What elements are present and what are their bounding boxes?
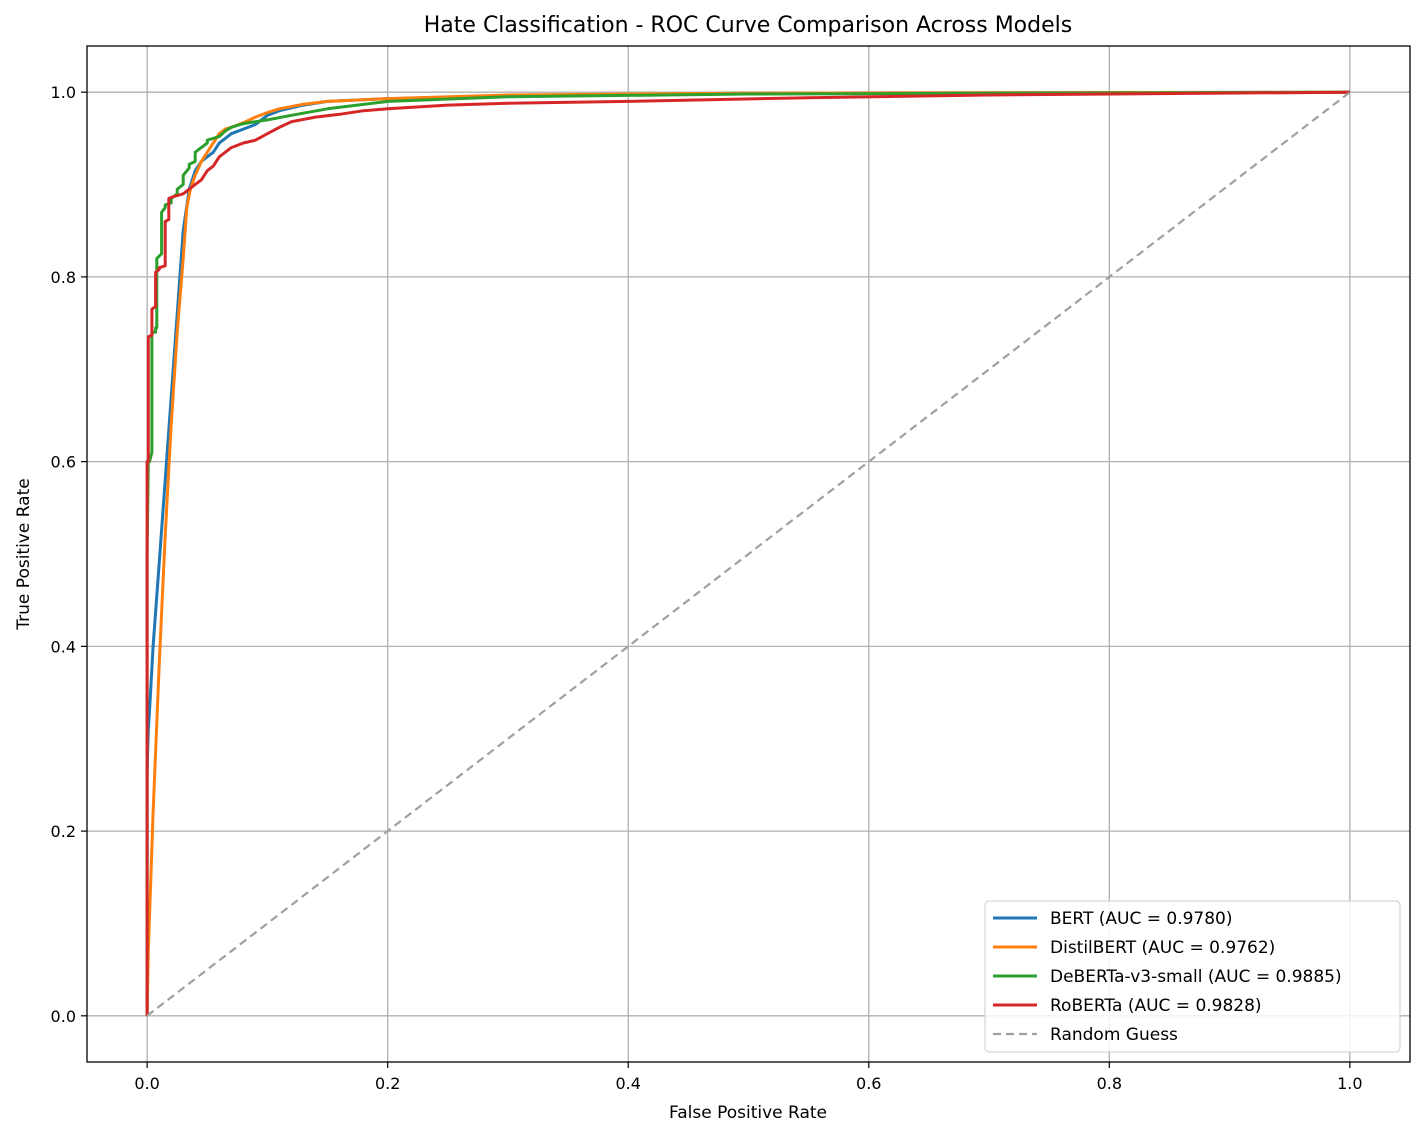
x-axis-label: False Positive Rate	[669, 1103, 827, 1123]
legend-label-roberta: RoBERTa (AUC = 0.9828)	[1050, 996, 1262, 1016]
x-tick-label: 0.4	[616, 1074, 641, 1093]
series-line-roberta	[145, 90, 1350, 1016]
x-tick-label: 1.0	[1337, 1074, 1362, 1093]
y-tick-label: 0.2	[51, 822, 76, 841]
legend-label-random: Random Guess	[1050, 1025, 1178, 1045]
plot-area-frame	[86, 45, 1411, 1063]
y-tick-label: 0.8	[51, 268, 76, 287]
axis-ticks: 0.0 0.2 0.4 0.6 0.8 1.0 0.0 0.2 0.4 0.6 0.8 1.0	[51, 83, 1363, 1093]
y-tick-label: 0.0	[51, 1007, 76, 1026]
series-line-deberta-v3-small	[145, 90, 1350, 1016]
legend-box	[984, 900, 1401, 1053]
series-layer	[145, 90, 1351, 1017]
y-tick-label: 0.6	[51, 453, 76, 472]
y-axis-label: True Positive Rate	[14, 478, 34, 630]
series-line-distilbert	[145, 90, 1350, 1016]
series-line-random	[146, 91, 1351, 1017]
legend-label-bert: BERT (AUC = 0.9780)	[1050, 909, 1233, 929]
x-tick-label: 0.0	[134, 1074, 159, 1093]
y-tick-label: 0.4	[51, 637, 76, 656]
y-tick-label: 1.0	[51, 83, 76, 102]
legend-label-deberta-v3-small: DeBERTa-v3-small (AUC = 0.9885)	[1050, 967, 1342, 987]
x-tick-label: 0.8	[1097, 1074, 1122, 1093]
x-tick-label: 0.6	[856, 1074, 881, 1093]
x-tick-label: 0.2	[375, 1074, 400, 1093]
chart-title: Hate Classification - ROC Curve Comparis…	[424, 13, 1072, 38]
legend-label-distilbert: DistilBERT (AUC = 0.9762)	[1050, 938, 1275, 958]
legend: BERT (AUC = 0.9780) DistilBERT (AUC = 0.9…	[984, 900, 1401, 1053]
grid-lines	[87, 46, 1410, 1062]
